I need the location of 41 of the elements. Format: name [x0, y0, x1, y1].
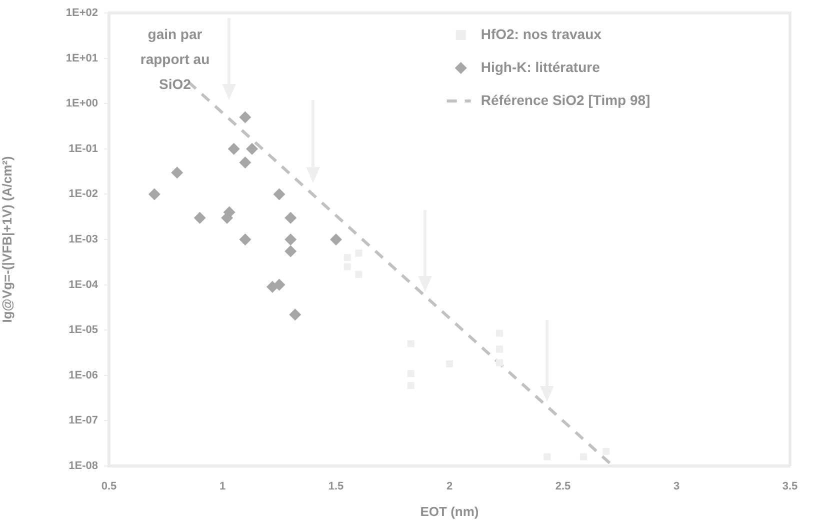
point [273, 188, 286, 200]
y-tick-label: 1E+02 [66, 7, 98, 20]
point [239, 156, 252, 169]
x-tick-label: 0.5 [101, 480, 117, 493]
y-axis-title: Ig@Vg=-(|VFB|+1V) (A/cm²) [0, 156, 14, 323]
point [171, 166, 184, 179]
y-tick-label: 1E-08 [68, 460, 98, 472]
legend-label: Référence SiO2 [Timp 98] [480, 92, 650, 108]
point [148, 188, 160, 200]
point [289, 308, 302, 321]
point [228, 142, 240, 155]
point [194, 212, 206, 224]
x-tick-label: 1.5 [328, 480, 344, 493]
point [496, 359, 503, 366]
y-tick-label: 1E+01 [66, 52, 98, 64]
legend-label: High-K: littérature [480, 58, 600, 75]
x-tick-label: 3 [673, 480, 680, 493]
point [284, 212, 297, 224]
point [284, 234, 297, 246]
x-tick-label: 2.5 [555, 480, 571, 493]
y-tick-label: 1E-02 [68, 188, 98, 200]
x-axis-title: EOT (nm) [420, 504, 479, 519]
annotation: gain par rapport au SiO2 [140, 26, 210, 92]
point [330, 234, 342, 246]
y-tick-label: 1E-05 [68, 324, 98, 336]
point [284, 245, 297, 258]
legend-label: HfO2: nos travaux [480, 26, 602, 42]
point [273, 278, 286, 291]
x-tick-label: 2 [446, 480, 453, 493]
y-tick-label: 1E-03 [68, 234, 98, 246]
point [246, 142, 258, 155]
y-tick-label: 1E+00 [66, 98, 98, 110]
x-tick-label: 3.5 [782, 480, 798, 493]
point [239, 234, 252, 246]
y-tick-label: 1E-04 [68, 278, 99, 291]
y-tick-label: 1E-07 [68, 414, 98, 427]
x-tick-label: 1 [219, 480, 226, 493]
point [602, 448, 610, 455]
y-tick-label: 1E-06 [68, 369, 98, 382]
point [239, 111, 252, 124]
y-tick-label: 1E-01 [68, 142, 98, 155]
